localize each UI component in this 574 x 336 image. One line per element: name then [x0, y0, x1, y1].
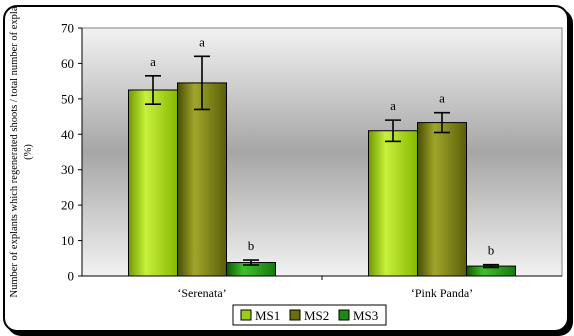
- y-tick-label: 10: [61, 233, 74, 248]
- legend-label: MS3: [353, 308, 378, 323]
- y-tick-label: 30: [61, 162, 74, 177]
- legend: MS1 MS2 MS3: [232, 304, 387, 326]
- significance-label: a: [199, 34, 205, 49]
- y-tick-label: 20: [61, 198, 74, 213]
- bar: [128, 89, 178, 277]
- y-tick-label: 0: [68, 269, 75, 284]
- y-tick-label: 60: [61, 56, 74, 71]
- y-tick-label: 40: [61, 127, 74, 142]
- y-tick-label: 50: [61, 91, 74, 106]
- y-axis-label: Number of explants which regenerated sho…: [9, 7, 34, 298]
- significance-label: b: [488, 243, 495, 258]
- bar: [368, 130, 418, 277]
- bar: [417, 122, 467, 277]
- y-tick-label: 70: [61, 21, 74, 36]
- y-axis-label-line: Number of explants which regenerated sho…: [9, 7, 20, 298]
- x-category-label: ‘Pink Panda’: [411, 286, 473, 300]
- legend-swatch: [338, 309, 350, 321]
- legend-swatch: [240, 309, 252, 321]
- y-axis-label-line: (%): [23, 144, 34, 160]
- legend-swatch: [289, 309, 301, 321]
- significance-label: a: [439, 91, 445, 106]
- bar: [177, 82, 227, 277]
- x-category-label: ‘Serenata’: [177, 286, 226, 300]
- significance-label: a: [390, 98, 396, 113]
- significance-label: a: [150, 54, 156, 69]
- legend-label: MS1: [255, 308, 280, 323]
- significance-label: b: [248, 238, 255, 253]
- legend-label: MS2: [304, 308, 329, 323]
- bars: a a b a a b: [128, 34, 516, 277]
